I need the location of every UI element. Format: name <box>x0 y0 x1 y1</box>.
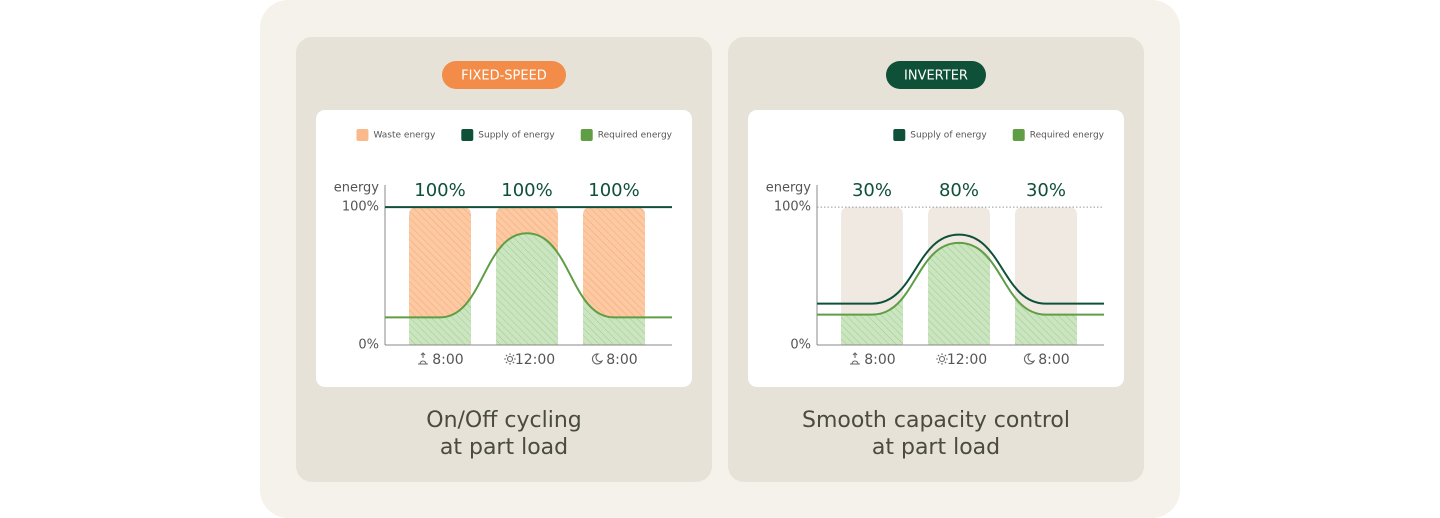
series-line <box>439 232 615 319</box>
sun-icon <box>938 355 946 363</box>
badge <box>442 61 566 89</box>
y-axis-label: energy <box>766 181 812 196</box>
waste-column <box>583 207 645 345</box>
badge-label: FIXED-SPEED <box>461 69 547 84</box>
legend-swatch <box>461 129 474 141</box>
x-tick-label: 8:00 <box>432 352 463 368</box>
y-tick-label: 100% <box>342 200 379 215</box>
y-axis-label: energy <box>334 181 380 196</box>
legend-label: Supply of energy <box>478 131 555 141</box>
legend-swatch <box>356 129 369 141</box>
badge <box>886 61 986 89</box>
sunrise-icon <box>850 352 860 365</box>
y-tick-label: 0% <box>790 338 811 353</box>
x-tick-label: 8:00 <box>606 352 637 368</box>
y-tick-label: 100% <box>774 200 811 215</box>
caption: at part load <box>872 435 1000 460</box>
required-area <box>841 242 1077 345</box>
series-line <box>871 233 1047 305</box>
x-tick-label: 12:00 <box>515 352 555 368</box>
x-tick-label: 8:00 <box>864 352 895 368</box>
value-label: 100% <box>588 180 639 201</box>
badge-label: INVERTER <box>904 69 968 84</box>
legend-swatch <box>893 129 906 141</box>
sun-rays <box>936 353 948 365</box>
legend-label: Required energy <box>598 131 673 141</box>
legend-swatch <box>580 129 593 141</box>
caption: at part load <box>440 435 568 460</box>
waste-column <box>409 207 471 345</box>
legend-label: Required energy <box>1030 131 1105 141</box>
value-label: 30% <box>852 180 892 201</box>
moon-icon <box>591 353 604 365</box>
caption: On/Off cycling <box>426 408 581 433</box>
x-tick-label: 8:00 <box>1038 352 1069 368</box>
value-label: 100% <box>414 180 465 201</box>
sunrise-icon <box>418 352 428 365</box>
legend-label: Supply of energy <box>910 131 987 141</box>
caption: Smooth capacity control <box>802 408 1070 433</box>
legend-label: Waste energy <box>373 131 435 141</box>
value-label: 80% <box>939 180 979 201</box>
sun-rays <box>504 353 516 365</box>
moon-icon <box>1023 353 1036 365</box>
legend-swatch <box>1012 129 1025 141</box>
value-label: 30% <box>1026 180 1066 201</box>
sun-icon <box>506 355 514 363</box>
required-area <box>409 233 645 345</box>
y-tick-label: 0% <box>358 338 379 353</box>
value-label: 100% <box>501 180 552 201</box>
x-tick-label: 12:00 <box>947 352 987 368</box>
series-line <box>871 241 1047 316</box>
